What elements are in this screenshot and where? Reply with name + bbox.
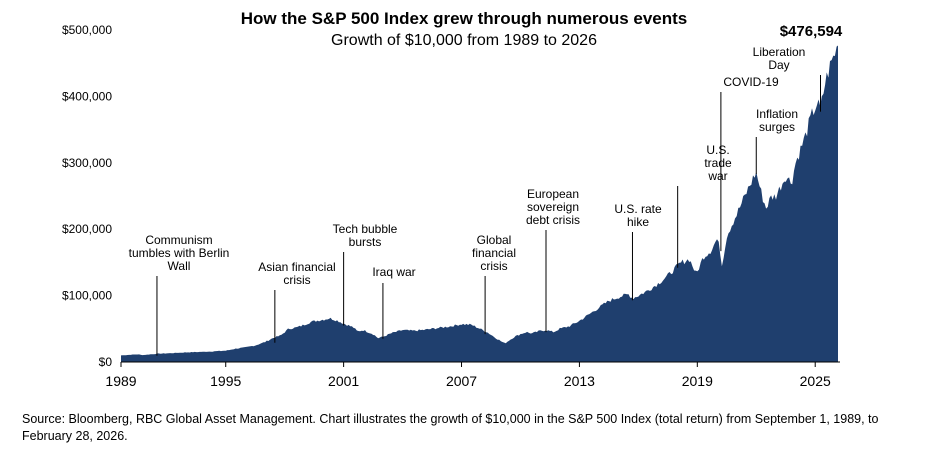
y-tick-label: $0 (99, 355, 113, 369)
y-tick-label: $200,000 (62, 222, 112, 236)
annotation-label: Tech bubble (333, 222, 398, 236)
y-tick-label: $400,000 (62, 89, 112, 103)
annotation-label: Wall (168, 259, 191, 273)
annotation-label: war (707, 169, 727, 183)
annotation-label: Asian financial (258, 260, 335, 274)
annotation-label: Liberation (753, 45, 806, 59)
x-tick-label: 1989 (105, 373, 136, 389)
final-value-label: $476,594 (780, 23, 843, 40)
annotation-label: trade (704, 156, 732, 170)
series-area (121, 45, 838, 362)
annotation-label: hike (627, 215, 649, 229)
annotation-label: sovereign (527, 200, 579, 214)
x-tick-label: 1995 (210, 373, 241, 389)
annotation-label: Inflation (756, 107, 798, 121)
x-tick-label: 2013 (564, 373, 595, 389)
annotation-label: Global (477, 233, 512, 247)
annotation-label: crisis (283, 273, 310, 287)
annotation-label: COVID-19 (723, 75, 779, 89)
x-tick-label: 2025 (800, 373, 831, 389)
plot-area (121, 45, 838, 362)
annotation-label: tumbles with Berlin (129, 246, 230, 260)
y-tick-label: $300,000 (62, 156, 112, 170)
annotation-label: U.S. rate (614, 202, 662, 216)
annotation-label: Iraq war (372, 265, 415, 279)
x-axis: 1989 1995 2001 2007 2013 2019 2025 (105, 362, 831, 389)
annotation-label: financial (472, 246, 516, 260)
annotation-label: debt crisis (526, 213, 580, 227)
annotation-label: Communism (145, 233, 212, 247)
chart-title: How the S&P 500 Index grew through numer… (241, 9, 688, 28)
y-tick-label: $500,000 (62, 23, 112, 37)
x-tick-label: 2019 (682, 373, 713, 389)
chart-subtitle: Growth of $10,000 from 1989 to 2026 (331, 32, 597, 49)
annotation-label: Day (768, 58, 789, 72)
x-tick-label: 2007 (446, 373, 477, 389)
annotation-label: bursts (349, 235, 382, 249)
annotation-label: European (527, 187, 579, 201)
annotation-label: crisis (480, 259, 507, 273)
annotation-label: U.S. (706, 143, 729, 157)
annotation-label: surges (759, 120, 795, 134)
y-tick-label: $100,000 (62, 289, 112, 303)
x-tick-label: 2001 (328, 373, 359, 389)
source-note: Source: Bloomberg, RBC Global Asset Mana… (22, 412, 879, 443)
y-axis: $0 $100,000 $200,000 $300,000 $400,000 $500,0… (62, 23, 112, 369)
